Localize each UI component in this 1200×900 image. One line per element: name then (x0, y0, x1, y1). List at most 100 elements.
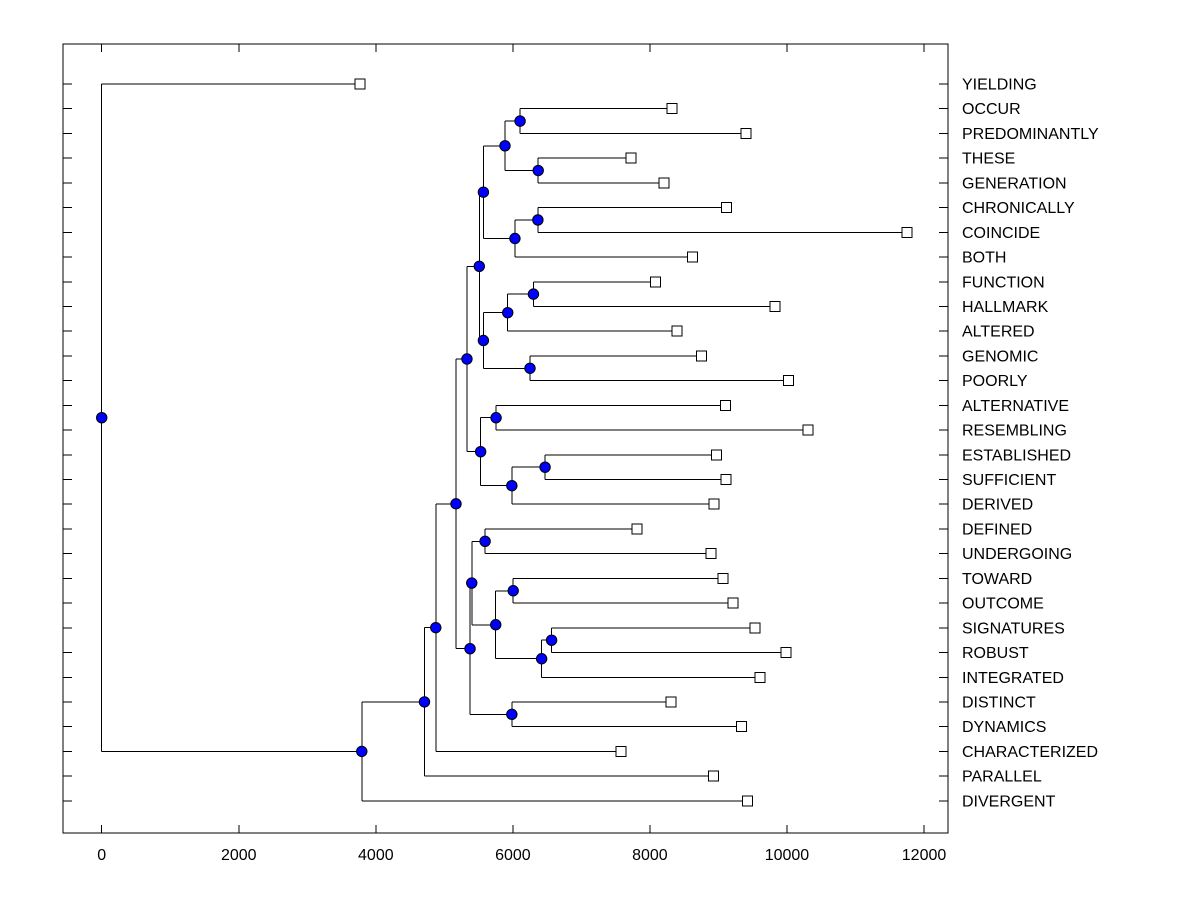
x-tick-label: 6000 (495, 847, 531, 864)
leaf-marker (696, 350, 708, 362)
leaf-marker (666, 103, 678, 115)
internal-node-marker (356, 745, 368, 758)
leaf-marker (719, 399, 731, 411)
internal-node-marker (539, 461, 551, 473)
leaf-marker (708, 498, 720, 510)
x-tick-label: 12000 (902, 847, 947, 864)
x-tick-labels: 0 2000 4000 6000 8000 10000 12000 (97, 847, 946, 864)
leaf-marker (711, 449, 723, 461)
internal-node-marker (509, 232, 521, 245)
leaf-label: HALLMARK (962, 299, 1049, 316)
leaf-label: ALTERED (962, 324, 1035, 341)
leaf-label: POORLY (962, 373, 1028, 390)
leaf-label: PREDOMINANTLY (962, 126, 1099, 143)
leaf-marker (687, 251, 699, 263)
internal-node-marker (490, 619, 502, 631)
leaf-marker (780, 647, 792, 659)
internal-node-marker (477, 334, 490, 347)
internal-node-marker (535, 653, 548, 665)
leaf-label: ESTABLISHED (962, 447, 1071, 464)
leaf-marker (705, 548, 717, 560)
leaf-label: BOTH (962, 250, 1006, 267)
leaf-label: DERIVED (962, 497, 1033, 514)
leaf-label: SIGNATURES (962, 620, 1065, 637)
leaf-marker (783, 375, 795, 387)
leaf-marker (649, 276, 661, 288)
leaf-label: FUNCTION (962, 274, 1045, 291)
leaf-marker (742, 795, 754, 807)
leaf-markers (354, 78, 913, 807)
internal-node-marker (418, 696, 431, 708)
leaf-label: ALTERNATIVE (962, 398, 1069, 415)
leaf-marker (658, 177, 670, 189)
internal-node-marker (430, 621, 442, 634)
internal-node-marker (502, 306, 514, 319)
leaf-label: GENOMIC (962, 348, 1038, 365)
plot-box (62, 43, 949, 834)
internal-node-marker (450, 498, 462, 510)
internal-node-marker (532, 164, 544, 177)
leaf-labels: YIELDING OCCUR PREDOMINANTLY THESE GENERATIO… (962, 77, 1099, 811)
leaf-label: OUTCOME (962, 596, 1044, 613)
internal-node-marker (532, 214, 544, 226)
leaf-marker (754, 671, 766, 683)
leaf-label: OCCUR (962, 101, 1021, 118)
internal-node-marker (473, 260, 485, 273)
leaf-label: COINCIDE (962, 225, 1040, 242)
x-tick-label: 0 (97, 847, 106, 864)
leaf-marker (769, 300, 781, 312)
leaf-label: ROBUST (962, 645, 1029, 662)
leaf-label: THESE (962, 151, 1015, 168)
leaf-label: TOWARD (962, 571, 1032, 588)
leaf-label: RESEMBLING (962, 423, 1067, 440)
leaf-marker (749, 622, 761, 634)
leaf-label: UNDERGOING (962, 546, 1072, 563)
leaf-marker (631, 523, 643, 535)
leaf-label: CHARACTERIZED (962, 744, 1098, 761)
leaf-label: DYNAMICS (962, 719, 1046, 736)
internal-node-markers (96, 115, 558, 758)
leaf-marker (665, 696, 677, 708)
leaf-label: PARALLEL (962, 769, 1042, 786)
x-tick-label: 10000 (765, 847, 810, 864)
leaf-label: DISTINCT (962, 695, 1036, 712)
leaf-label: GENERATION (962, 175, 1067, 192)
leaf-marker (615, 745, 627, 757)
leaf-label: DEFINED (962, 521, 1032, 538)
leaf-marker (901, 226, 913, 238)
leaf-label: INTEGRATED (962, 670, 1064, 687)
internal-node-marker (499, 140, 511, 152)
internal-node-marker (477, 186, 490, 198)
leaf-marker (802, 424, 814, 436)
leaf-label: SUFFICIENT (962, 472, 1056, 489)
internal-node-marker (96, 411, 108, 424)
leaf-marker (721, 202, 733, 214)
leaf-label: DIVERGENT (962, 793, 1056, 810)
internal-node-marker (507, 585, 519, 597)
leaf-marker (720, 474, 732, 486)
leaf-marker (727, 597, 739, 609)
axis-frame (62, 43, 949, 834)
internal-node-marker (524, 362, 536, 374)
leaf-marker (671, 325, 683, 337)
x-tick-label: 2000 (221, 847, 257, 864)
leaf-label: YIELDING (962, 77, 1037, 94)
internal-node-marker (506, 480, 518, 492)
tree-branches (101, 83, 907, 802)
leaf-marker (707, 770, 719, 782)
internal-node-marker (474, 446, 487, 458)
internal-node-marker (545, 634, 558, 646)
leaf-marker (625, 152, 637, 164)
leaf-label: CHRONICALLY (962, 200, 1075, 217)
x-tick-label: 4000 (358, 847, 394, 864)
leaf-marker (740, 127, 752, 139)
internal-node-marker (466, 577, 478, 589)
internal-node-marker (464, 642, 476, 655)
leaf-marker (717, 572, 729, 584)
leaf-marker (736, 721, 748, 733)
internal-node-marker (490, 412, 502, 424)
leaf-marker (354, 78, 366, 90)
internal-node-marker (506, 708, 518, 721)
